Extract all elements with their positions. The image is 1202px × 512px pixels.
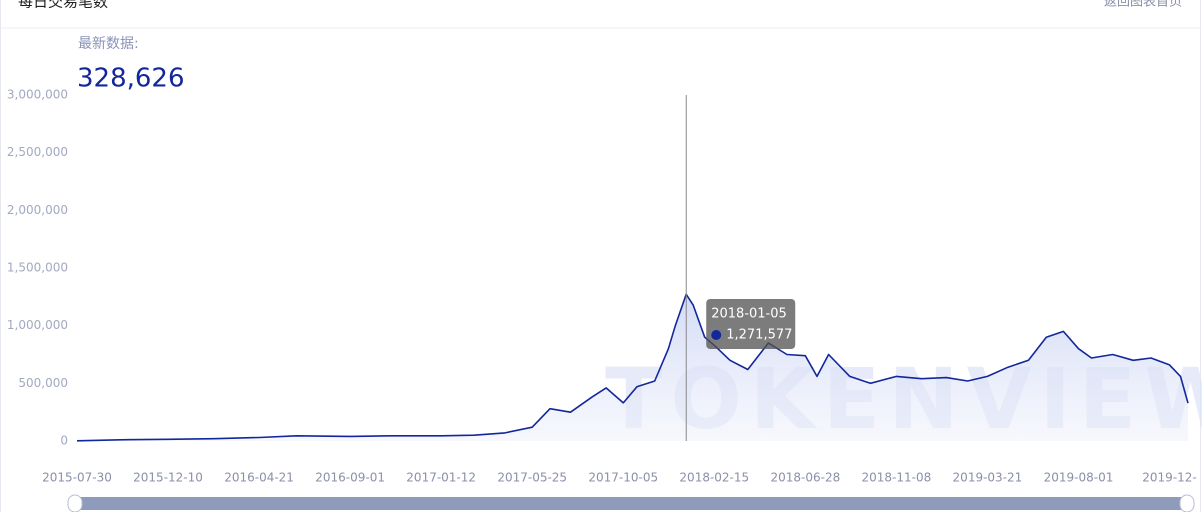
y-tick-label: 0 xyxy=(60,434,68,448)
tooltip-value: 1,271,577 xyxy=(726,328,792,343)
y-tick-label: 2,000,000 xyxy=(7,203,68,217)
y-tick-label: 2,500,000 xyxy=(7,145,68,159)
y-tick-label: 1,000,000 xyxy=(7,318,68,332)
x-tick-label: 2018-02-15 xyxy=(679,471,749,485)
x-tick-label: 2016-04-21 xyxy=(224,471,294,485)
x-tick-label: 2017-05-25 xyxy=(497,471,567,485)
x-tick-label: 2018-06-28 xyxy=(770,471,840,485)
series-line xyxy=(76,293,1189,442)
page-title: 每日交易笔数 xyxy=(18,0,108,11)
x-tick-label: 2016-09-01 xyxy=(315,471,385,485)
back-link[interactable]: 返回图表首页 xyxy=(1104,0,1182,10)
x-tick-label: 2019-08-01 xyxy=(1044,471,1114,485)
tooltip-box xyxy=(706,299,796,349)
y-tick-label: 500,000 xyxy=(18,376,68,390)
x-tick-label: 2017-10-05 xyxy=(588,471,658,485)
tooltip-date: 2018-01-05 xyxy=(711,307,787,322)
x-tick-label: 2015-12-10 xyxy=(133,471,203,485)
plot: 0 500,000 1,000,000 1,500,000 2,000,000 2,500… xyxy=(7,88,1197,485)
slider-handle[interactable] xyxy=(67,494,83,512)
area-fill xyxy=(77,294,1188,441)
latest-label: 最新数据: xyxy=(78,36,139,52)
x-tick-label: 2015-07-30 xyxy=(42,471,112,485)
zoom-slider[interactable] xyxy=(70,497,1188,510)
x-tick-label: 2017-01-12 xyxy=(406,471,476,485)
x-tick-label: 2018-11-08 xyxy=(862,471,932,485)
slider-handle[interactable] xyxy=(1179,494,1195,512)
latest-value: 328,626 xyxy=(77,64,185,94)
x-tick-label: 2019-03-21 xyxy=(953,471,1023,485)
y-tick-label: 3,000,000 xyxy=(7,88,68,102)
y-tick-label: 1,500,000 xyxy=(7,261,68,275)
tooltip-dot xyxy=(711,330,722,340)
x-tick-label: 2019-12- xyxy=(1142,471,1196,485)
